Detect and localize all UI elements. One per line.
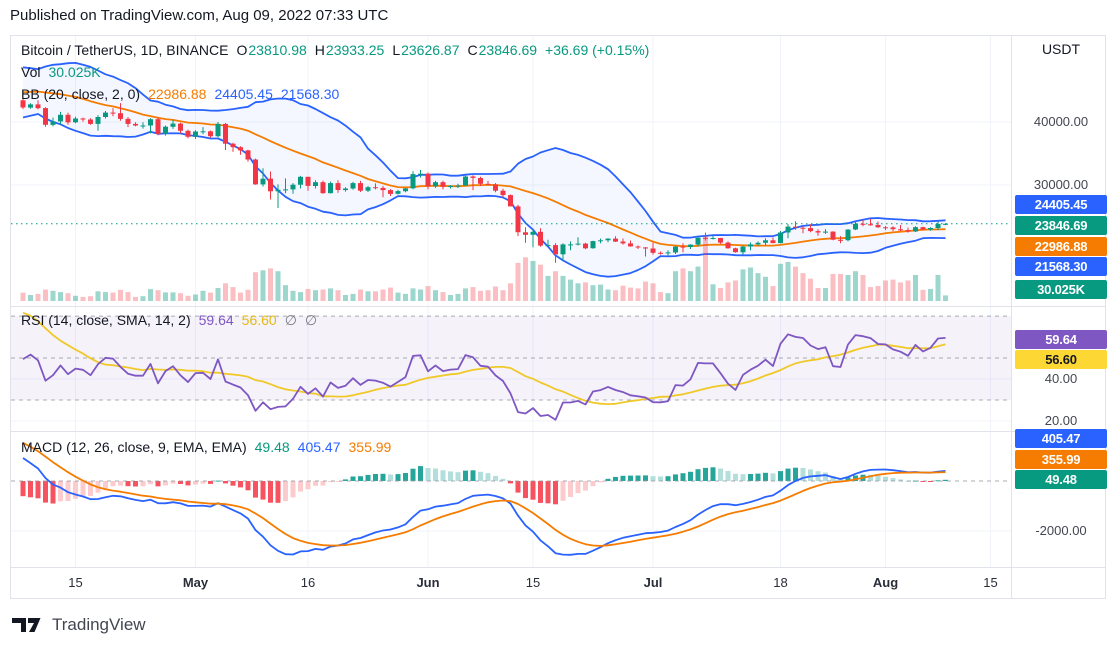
- legend-item: H: [314, 42, 325, 58]
- legend-item: 30.025K: [48, 64, 101, 80]
- macd-legend[interactable]: MACD (12, 26, close, 9, EMA, EMA) 49.48 40…: [21, 439, 399, 455]
- bb-legend[interactable]: BB (20, close, 2, 0) 22986.88 24405.45 2156…: [21, 86, 347, 102]
- legend-item: ∅: [304, 312, 318, 328]
- time-axis-label: 15: [525, 575, 541, 590]
- chart-plot-svg[interactable]: [11, 36, 1011, 598]
- time-axis-label: Aug: [872, 575, 899, 590]
- price-chip: 23846.69: [1015, 215, 1107, 235]
- legend-item: 22986.88: [148, 86, 207, 102]
- volume-legend[interactable]: Vol 30.025K: [21, 64, 109, 80]
- pane-separator[interactable]: [11, 306, 1105, 307]
- legend-item: BB (20, close, 2, 0): [21, 86, 141, 102]
- volume-series: [20, 235, 948, 301]
- legend-item: ∅: [284, 312, 297, 328]
- legend-item: 49.48: [254, 439, 290, 455]
- rsi-legend[interactable]: RSI (14, close, SMA, 14, 2) 59.64 56.60 ∅ ∅: [21, 312, 325, 329]
- chart-frame[interactable]: Bitcoin / TetherUS, 1D, BINANCE O23810.98…: [10, 35, 1107, 599]
- tradingview-logo-icon: [12, 617, 42, 634]
- legend-item: MACD (12, 26, close, 9, EMA, EMA): [21, 439, 247, 455]
- rsi-indicator: [11, 311, 1011, 421]
- time-axis-label: 18: [773, 575, 788, 590]
- time-axis-label: May: [182, 575, 209, 590]
- legend-item: 23846.69: [478, 42, 538, 58]
- price-chip: 59.64: [1015, 329, 1107, 349]
- time-axis-label: 16: [300, 575, 316, 590]
- macd-indicator: [11, 442, 1011, 556]
- tradingview-watermark[interactable]: TradingView: [12, 615, 146, 635]
- axis-tick-label: 40000.00: [1033, 114, 1089, 129]
- published-line: Published on TradingView.com, Aug 09, 20…: [10, 7, 389, 24]
- time-axis-label: 15: [68, 575, 83, 590]
- axis-tick-label: 20.00: [1044, 413, 1078, 428]
- price-chip: 24405.45: [1015, 194, 1107, 214]
- legend-item: O: [236, 42, 248, 58]
- legend-item: C: [467, 42, 478, 58]
- price-chip: 56.60: [1015, 349, 1107, 369]
- legend-item: 21568.30: [280, 86, 340, 102]
- price-chip: 21568.30: [1015, 256, 1107, 276]
- time-axis-label: 15: [983, 575, 998, 590]
- legend-item: RSI (14, close, SMA, 14, 2): [21, 312, 191, 328]
- price-chip: 22986.88: [1015, 236, 1107, 256]
- legend-item: 355.99: [348, 439, 392, 455]
- legend-item: 23810.98: [248, 42, 307, 58]
- legend-item: Vol: [21, 64, 41, 80]
- pane-separator[interactable]: [11, 431, 1105, 432]
- legend-item: 405.47: [297, 439, 341, 455]
- price-chip: 30.025K: [1015, 279, 1107, 299]
- legend-item: 23626.87: [401, 42, 460, 58]
- axis-tick-label: -2000.00: [1035, 523, 1087, 538]
- price-chip: 49.48: [1015, 469, 1107, 489]
- price-chip: 405.47: [1015, 428, 1107, 448]
- legend-item: 56.60: [241, 312, 277, 328]
- legend-item: Bitcoin / TetherUS, 1D, BINANCE: [21, 42, 229, 58]
- legend-item: +36.69 (+0.15%): [545, 42, 650, 58]
- axis-tick-label: 40.00: [1044, 371, 1078, 386]
- tradingview-brand-text: TradingView: [52, 615, 146, 634]
- time-axis-label: Jun: [416, 575, 440, 590]
- axis-tick-label: 30000.00: [1033, 177, 1089, 192]
- price-chip: 355.99: [1015, 449, 1107, 469]
- legend-item: L: [392, 42, 401, 58]
- currency-label: USDT: [1041, 41, 1081, 57]
- candlestick-series: [20, 99, 948, 263]
- legend-item: 23933.25: [325, 42, 385, 58]
- legend-item: 59.64: [198, 312, 234, 328]
- symbol-legend[interactable]: Bitcoin / TetherUS, 1D, BINANCE O23810.98…: [21, 42, 657, 58]
- price-axis-separator[interactable]: [1011, 36, 1012, 598]
- bb-indicator: [22, 61, 946, 278]
- legend-item: 24405.45: [214, 86, 273, 102]
- pane-separator[interactable]: [11, 567, 1105, 568]
- time-axis-label: Jul: [643, 575, 663, 590]
